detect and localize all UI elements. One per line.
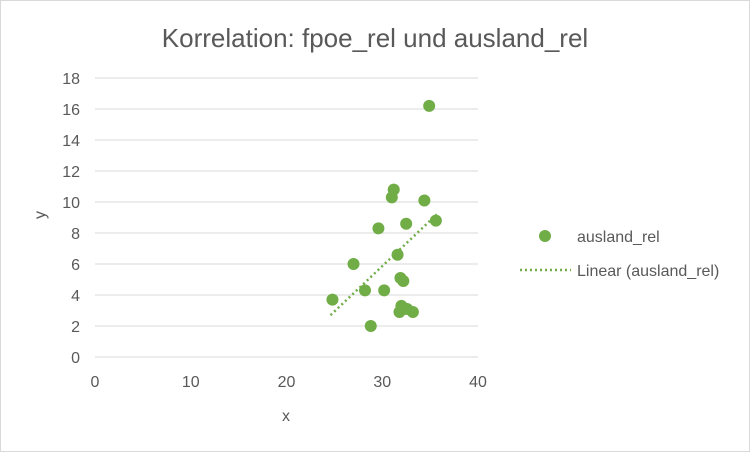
data-point <box>387 183 400 196</box>
x-tick-label: 20 <box>278 374 296 391</box>
y-tick-label: 18 <box>62 71 80 88</box>
data-point <box>429 214 442 227</box>
data-point <box>391 248 404 261</box>
y-tick-label: 6 <box>71 257 80 274</box>
y-tick-label: 14 <box>62 133 80 150</box>
data-point <box>418 194 431 207</box>
data-point <box>378 284 391 297</box>
chart-title: Korrelation: fpoe_rel und ausland_rel <box>162 23 588 53</box>
data-point <box>406 306 419 319</box>
data-point <box>326 293 339 306</box>
x-tick-label: 0 <box>91 374 100 391</box>
x-tick-label: 40 <box>469 374 487 391</box>
y-tick-label: 2 <box>71 319 80 336</box>
data-point <box>364 320 377 332</box>
data-point <box>400 217 413 230</box>
y-tick-label: 12 <box>62 164 80 181</box>
data-point <box>347 258 360 270</box>
y-tick-label: 10 <box>62 195 80 212</box>
y-tick-label: 4 <box>71 288 80 305</box>
x-axis-label: x <box>282 408 290 425</box>
legend-label-trendline: Linear (ausland_rel) <box>577 263 719 280</box>
x-axis-ticks: 0 10 20 30 40 <box>91 374 487 391</box>
data-points <box>326 99 442 332</box>
x-tick-label: 30 <box>373 374 391 391</box>
data-point <box>372 222 385 235</box>
y-tick-label: 0 <box>71 350 80 367</box>
legend: ausland_rel Linear (ausland_rel) <box>520 229 719 280</box>
legend-marker-ausland-rel <box>539 230 551 242</box>
y-tick-label: 8 <box>71 226 80 243</box>
y-tick-label: 16 <box>62 102 80 119</box>
data-point <box>423 99 436 112</box>
y-axis-label: y <box>32 211 49 219</box>
legend-label-ausland-rel: ausland_rel <box>577 229 660 246</box>
gridlines <box>95 77 478 358</box>
data-point <box>359 284 372 297</box>
x-tick-label: 10 <box>182 374 200 391</box>
data-point <box>397 275 410 288</box>
y-axis-ticks: 0 2 4 6 8 10 12 14 16 18 <box>62 71 80 367</box>
